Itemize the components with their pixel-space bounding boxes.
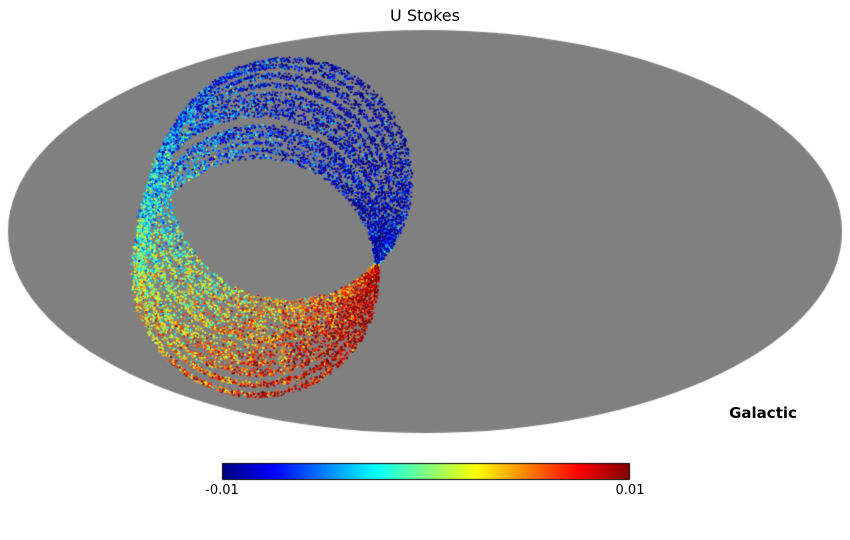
- mollweide-map: [8, 30, 842, 433]
- colorbar: [222, 463, 630, 480]
- colorbar-max-label: 0.01: [615, 483, 645, 498]
- colorbar-min-label: -0.01: [205, 483, 239, 498]
- coordinate-label: Galactic: [729, 404, 797, 422]
- plot-title: U Stokes: [390, 6, 460, 25]
